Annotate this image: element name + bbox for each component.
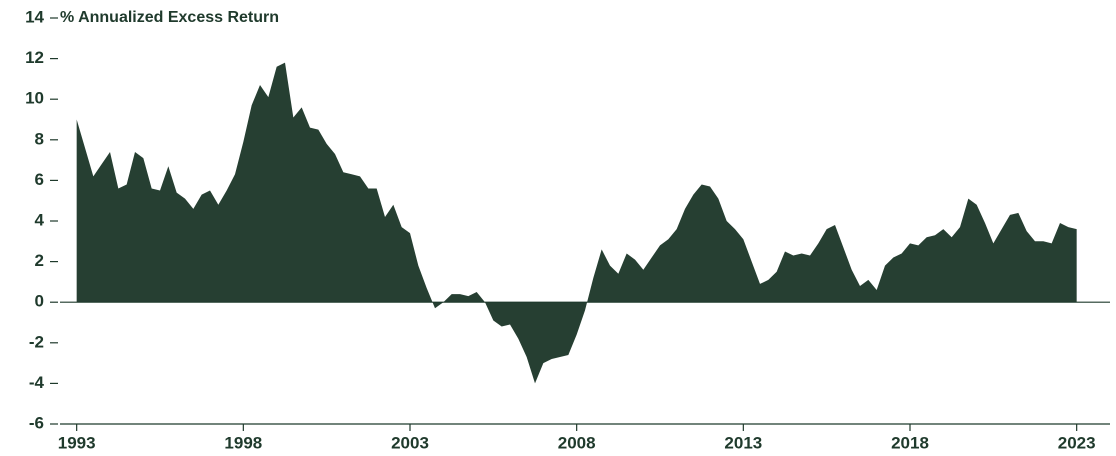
y-tick-label: 8	[35, 129, 44, 148]
x-tick-label: 2003	[391, 433, 429, 452]
area	[76, 62, 1077, 384]
x-tick-label: 1993	[58, 433, 96, 452]
y-tick-label: 10	[25, 89, 44, 108]
y-tick-label: 6	[35, 170, 44, 189]
x-tick-label: 2023	[1058, 433, 1096, 452]
x-tick-label: 2008	[558, 433, 596, 452]
y-tick-label: -2	[29, 332, 44, 351]
y-tick-label: 14	[25, 7, 44, 26]
y-tick-label: 12	[25, 48, 44, 67]
chart-title: % Annualized Excess Return	[60, 9, 279, 26]
x-tick-label: 1998	[224, 433, 262, 452]
x-tick-label: 2018	[891, 433, 929, 452]
y-tick-label: -4	[29, 373, 45, 392]
x-tick-label: 2013	[724, 433, 762, 452]
y-tick-label: 4	[35, 210, 45, 229]
y-tick-label: 0	[35, 292, 44, 311]
y-tick-label: 2	[35, 251, 44, 270]
y-tick-label: -6	[29, 413, 44, 432]
